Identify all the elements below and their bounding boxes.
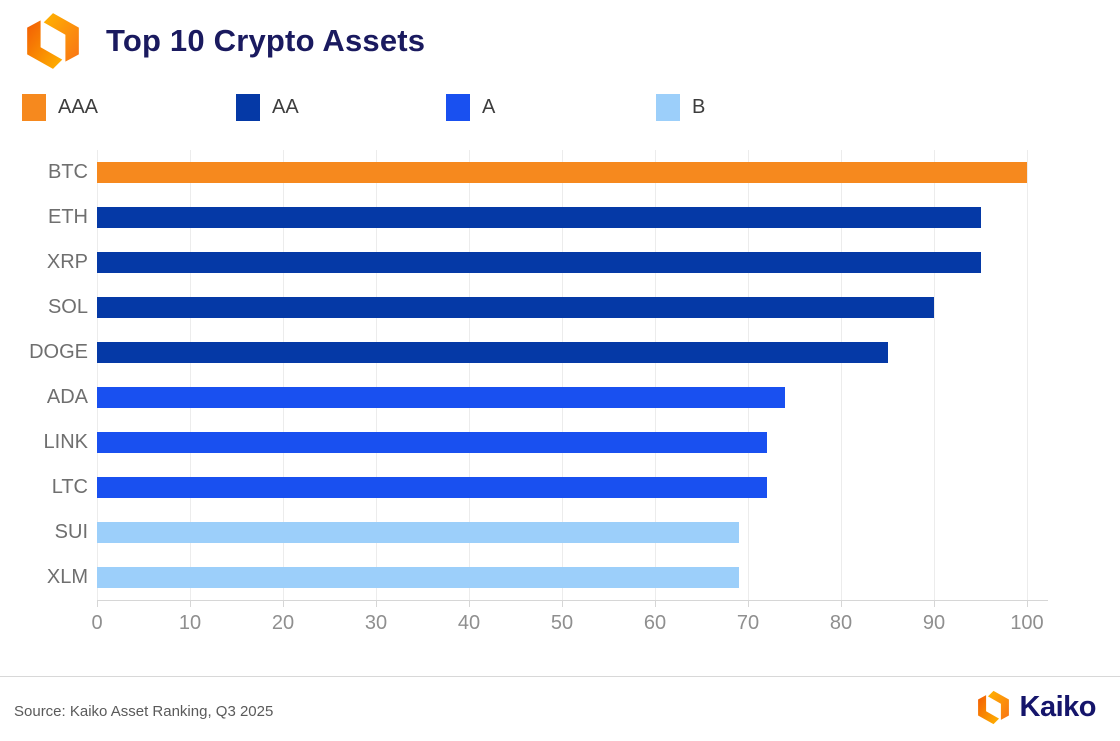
gridline-80 — [841, 150, 842, 600]
gridline-0 — [97, 150, 98, 600]
source-caption: Source: Kaiko Asset Ranking, Q3 2025 — [14, 703, 274, 720]
axis-tick-70 — [748, 600, 749, 607]
legend-item-aa: AA — [236, 94, 299, 121]
bar-sol — [97, 297, 934, 318]
legend-item-aaa: AAA — [22, 94, 98, 121]
x-tick-label-40: 40 — [457, 612, 481, 634]
page-title: Top 10 Crypto Assets — [106, 23, 426, 58]
gridline-90 — [934, 150, 935, 600]
chart-row-xrp: XRP — [0, 240, 1120, 285]
legend-swatch-aa — [236, 94, 260, 121]
axis-tick-30 — [376, 600, 377, 607]
x-axis-labels: 0 10 20 30 40 50 60 70 80 90 100 — [91, 612, 1048, 638]
bar-link — [97, 432, 767, 453]
chart-row-btc: BTC — [0, 150, 1120, 195]
x-tick-label-70: 70 — [736, 612, 760, 634]
axis-tick-40 — [469, 600, 470, 607]
chart-row-ada: ADA — [0, 375, 1120, 420]
category-label-xrp: XRP — [46, 251, 88, 273]
x-tick-label-20: 20 — [271, 612, 295, 634]
gridline-50 — [562, 150, 563, 600]
x-tick-label-50: 50 — [550, 612, 574, 634]
category-label-btc: BTC — [48, 161, 88, 183]
chart-row-sol: SOL — [0, 285, 1120, 330]
bar-doge — [97, 342, 888, 363]
legend-swatch-aaa — [22, 94, 46, 121]
chart-row-xlm: XLM — [0, 555, 1120, 600]
axis-tick-20 — [283, 600, 284, 607]
legend: AAA AA A B — [0, 94, 1120, 124]
gridline-100 — [1027, 150, 1028, 600]
chart-row-link: LINK — [0, 420, 1120, 465]
brand-lockup: Kaiko — [975, 689, 1097, 726]
bar-eth — [97, 207, 981, 228]
category-label-sol: SOL — [47, 296, 88, 318]
chart-row-doge: DOGE — [0, 330, 1120, 375]
x-tick-label-80: 80 — [829, 612, 853, 634]
plot-area — [97, 150, 1048, 607]
legend-swatch-a — [446, 94, 470, 121]
gridline-60 — [655, 150, 656, 600]
gridline-20 — [283, 150, 284, 600]
footer-divider — [0, 676, 1120, 677]
category-label-doge: DOGE — [29, 341, 88, 363]
chart-row-eth: ETH — [0, 195, 1120, 240]
category-label-ltc: LTC — [51, 476, 88, 498]
axis-tick-80 — [841, 600, 842, 607]
header: Top 10 Crypto Assets — [22, 10, 425, 72]
axis-tick-60 — [655, 600, 656, 607]
bar-ada — [97, 387, 786, 408]
axis-tick-50 — [562, 600, 563, 607]
gridline-30 — [376, 150, 377, 600]
category-label-eth: ETH — [48, 206, 88, 228]
legend-item-b: B — [656, 94, 705, 121]
axis-tick-100 — [1027, 600, 1028, 607]
x-tick-label-10: 10 — [178, 612, 202, 634]
brand-name: Kaiko — [1019, 691, 1097, 723]
bar-xlm — [97, 567, 739, 588]
chart-row-ltc: LTC — [0, 465, 1120, 510]
legend-swatch-b — [656, 94, 680, 121]
bar-btc — [97, 162, 1027, 183]
x-tick-label-100: 100 — [1010, 612, 1044, 634]
chart-row-sui: SUI — [0, 510, 1120, 555]
bar-chart: BTC ETH XRP SOL DOGE ADA LINK LTC SUI XLM 0 10 20 30… — [0, 150, 1120, 650]
gridline-70 — [748, 150, 749, 600]
category-label-ada: ADA — [46, 386, 88, 408]
category-label-link: LINK — [43, 431, 88, 453]
x-tick-label-0: 0 — [91, 612, 103, 634]
kaiko-logo-icon — [27, 13, 79, 69]
category-label-sui: SUI — [54, 521, 88, 543]
x-tick-label-90: 90 — [922, 612, 946, 634]
axis-tick-90 — [934, 600, 935, 607]
gridline-10 — [190, 150, 191, 600]
x-tick-label-30: 30 — [364, 612, 388, 634]
gridline-40 — [469, 150, 470, 600]
footer: Source: Kaiko Asset Ranking, Q3 2025 Kai… — [0, 677, 1120, 741]
chart-rows: BTC ETH XRP SOL DOGE ADA LINK LTC SUI XLM — [0, 150, 1120, 600]
legend-item-a: A — [446, 94, 495, 121]
category-label-xlm: XLM — [46, 566, 88, 588]
bar-sui — [97, 522, 739, 543]
legend-label: AAA — [58, 96, 99, 118]
bar-ltc — [97, 477, 767, 498]
bar-xrp — [97, 252, 981, 273]
kaiko-logo-icon — [977, 690, 1009, 725]
legend-label: AA — [272, 96, 299, 118]
legend-label: B — [692, 96, 706, 118]
legend-label: A — [482, 96, 496, 118]
x-tick-label-60: 60 — [643, 612, 667, 634]
axis-tick-0 — [97, 600, 98, 607]
axis-tick-10 — [190, 600, 191, 607]
